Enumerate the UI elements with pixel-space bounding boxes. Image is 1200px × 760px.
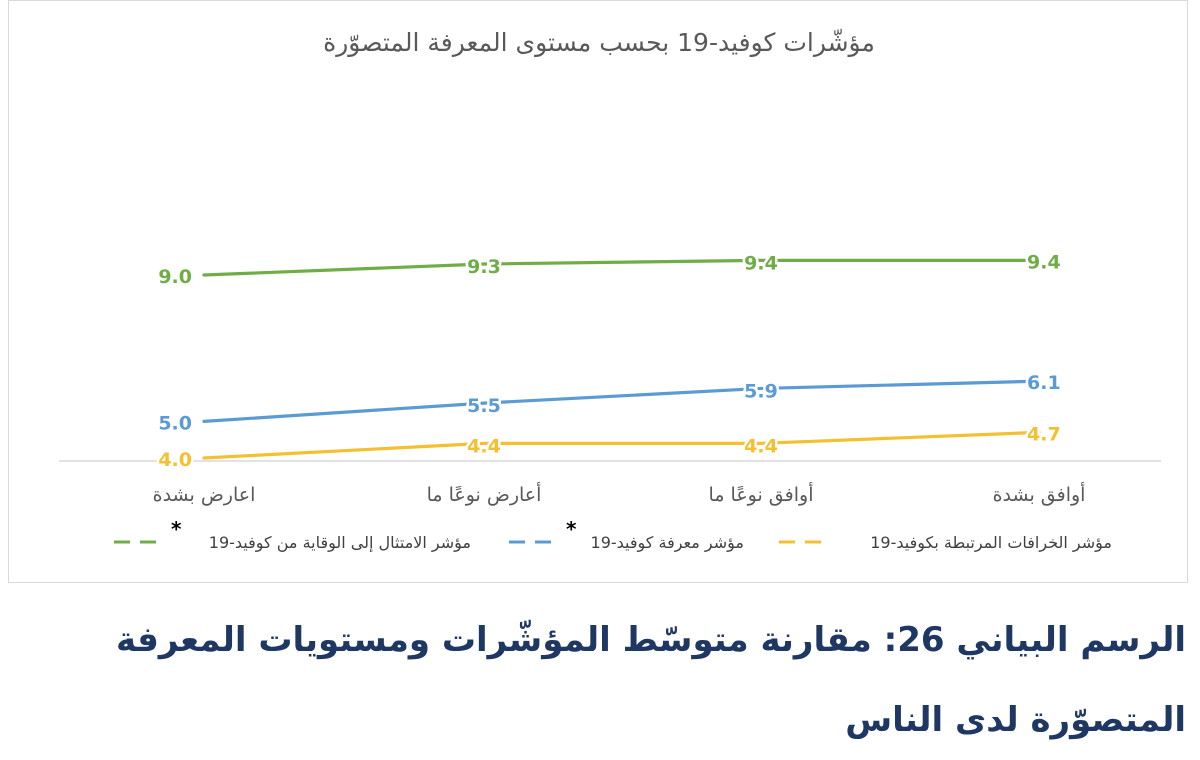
data-labels-layer: 9.0 9.3 9.4 9.4 5.0 5.5 5.9 6.1 4.0 4.4 4.4 4.7 xyxy=(156,249,1063,474)
x-tick-label-1: أعارض نوعًا ما xyxy=(427,482,542,506)
legend: مؤشر الامتثال إلى الوقاية من كوفيد-19*مؤ… xyxy=(114,517,1112,553)
legend-marker-1: * xyxy=(566,517,577,541)
legend-item-2: مؤشر الخرافات المرتبطة بكوفيد-19 xyxy=(779,533,1112,553)
data-label-s1-p3: 6.1 xyxy=(1027,372,1061,394)
series-layer xyxy=(202,258,1041,460)
data-label-s2-p0: 4.0 xyxy=(158,449,192,471)
data-label-s2-p1: 4.4 xyxy=(467,435,501,457)
legend-item-0: مؤشر الامتثال إلى الوقاية من كوفيد-19 * xyxy=(114,517,471,553)
data-label-s0-p1: 9.3 xyxy=(467,256,501,278)
data-label-s0-p3: 9.4 xyxy=(1027,251,1061,273)
legend-label-1: مؤشر معرفة كوفيد-19 xyxy=(591,533,744,553)
legend-label-2: مؤشر الخرافات المرتبطة بكوفيد-19 xyxy=(870,533,1112,553)
data-label-s0-p0: 9.0 xyxy=(158,266,192,288)
data-label-s1-p0: 5.0 xyxy=(158,412,192,434)
data-label-s2-p3: 4.7 xyxy=(1027,423,1061,445)
x-tick-label-0: اعارض بشدة xyxy=(153,484,256,506)
line-chart: مؤشّرات كوفيد-19 بحسب مستوى المعرفة المت… xyxy=(59,28,1161,553)
series-line-2 xyxy=(202,430,1041,460)
series-line-1 xyxy=(202,379,1041,423)
legend-label-0: مؤشر الامتثال إلى الوقاية من كوفيد-19 xyxy=(209,533,471,553)
x-tick-label-3: أوافق بشدة xyxy=(993,482,1086,506)
figure-caption: الرسم البياني 26: مقارنة متوسّط المؤشّرا… xyxy=(116,620,1186,740)
data-label-s1-p2: 5.9 xyxy=(744,380,778,402)
chart-frame: مؤشّرات كوفيد-19 بحسب مستوى المعرفة المت… xyxy=(8,0,1188,583)
legend-item-1: مؤشر معرفة كوفيد-19 * xyxy=(509,517,744,553)
x-tick-label-2: أوافق نوعًا ما xyxy=(709,482,814,506)
data-label-s1-p1: 5.5 xyxy=(467,395,501,417)
data-label-s0-p2: 9.4 xyxy=(744,252,778,274)
x-tick-labels: اعارض بشدة أعارض نوعًا ما أوافق نوعًا ما أو… xyxy=(153,482,1086,506)
data-label-s2-p2: 4.4 xyxy=(744,435,778,457)
chart-title: مؤشّرات كوفيد-19 بحسب مستوى المعرفة المت… xyxy=(323,28,875,57)
series-line-0 xyxy=(202,258,1041,277)
legend-marker-0: * xyxy=(171,517,182,541)
